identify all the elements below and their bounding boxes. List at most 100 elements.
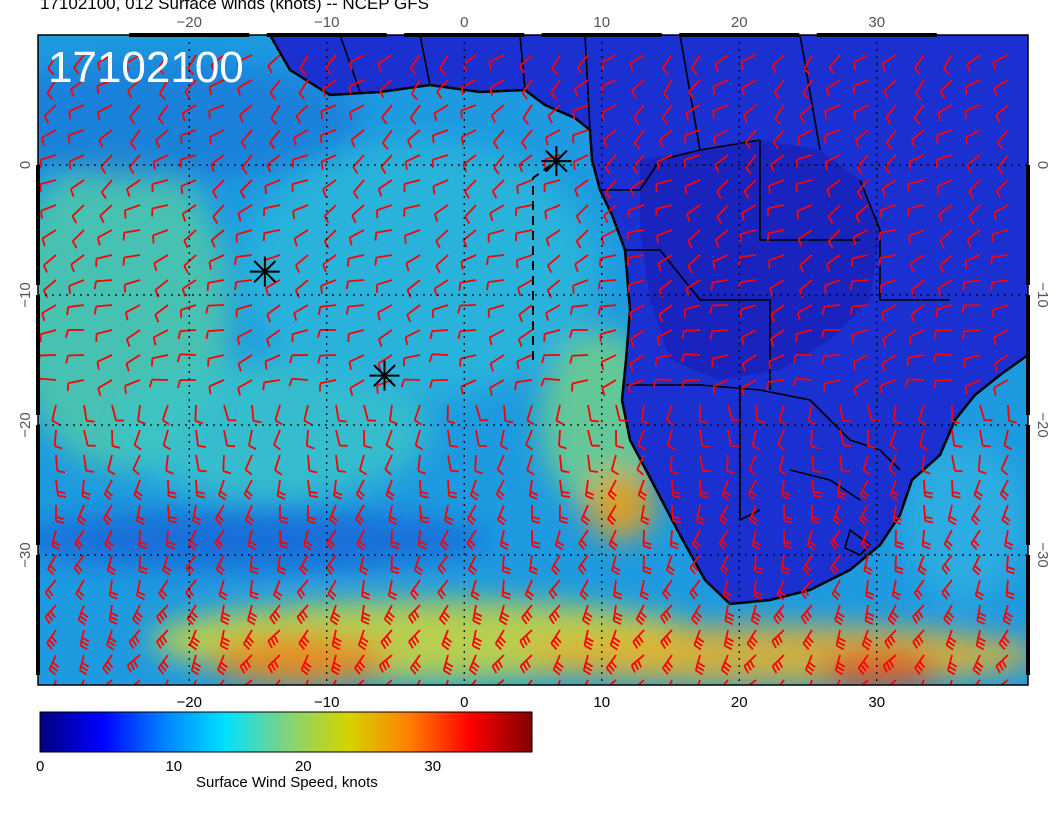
wind-barb xyxy=(933,379,953,389)
wind-barb xyxy=(547,104,561,124)
wind-barb xyxy=(912,604,925,624)
wind-barb xyxy=(683,154,701,168)
wind-barb xyxy=(125,179,141,197)
wind-barb xyxy=(689,579,701,600)
wind-barb xyxy=(486,279,505,291)
wind-barb xyxy=(124,379,141,394)
wind-barb xyxy=(626,254,645,266)
wind-barb xyxy=(335,404,347,423)
wind-barb xyxy=(839,454,850,473)
wind-barb xyxy=(964,104,981,119)
wind-barb xyxy=(712,254,729,270)
wind-barb xyxy=(44,604,57,625)
wind-barb xyxy=(489,354,505,372)
wind-barb xyxy=(305,679,309,685)
wind-barb xyxy=(335,429,348,447)
wind-barb xyxy=(39,154,57,168)
wind-barb xyxy=(712,79,729,95)
wind-barb xyxy=(799,254,813,274)
wind-barb xyxy=(993,329,1009,346)
lon-tick-label-top: −10 xyxy=(314,14,339,31)
wind-barb xyxy=(293,229,309,247)
wind-barb xyxy=(720,654,732,676)
wind-barb xyxy=(152,229,169,244)
wind-barb xyxy=(470,679,477,685)
wind-barb xyxy=(970,504,981,526)
lat-tick-label-left: −10 xyxy=(17,282,34,307)
wind-barb xyxy=(1003,429,1012,451)
wind-barb xyxy=(865,579,875,600)
wind-barb xyxy=(797,229,813,247)
wind-barb xyxy=(773,79,785,100)
wind-barb xyxy=(125,354,141,372)
map-title: 17102100, 012 Surface winds (knots) -- N… xyxy=(40,0,429,13)
wind-barb xyxy=(748,454,757,476)
lat-tick-label-right: 0 xyxy=(1034,161,1051,169)
wind-barb xyxy=(802,554,813,576)
wind-barb xyxy=(46,629,58,650)
wind-barb xyxy=(852,229,869,246)
wind-barb xyxy=(515,254,533,269)
wind-barb xyxy=(751,529,762,551)
wind-barb xyxy=(486,254,505,265)
wind-barb xyxy=(326,529,337,550)
wind-barb xyxy=(195,429,207,448)
wind-barb xyxy=(377,179,393,197)
wind-barb xyxy=(962,279,981,291)
wind-barb xyxy=(943,604,955,626)
wind-barb xyxy=(333,479,343,500)
wind-barb xyxy=(909,254,925,272)
wind-barb xyxy=(212,204,225,224)
wind-barb xyxy=(133,429,142,451)
wind-barb xyxy=(669,529,679,550)
wind-barb xyxy=(65,354,85,364)
lat-tick-label-right: −20 xyxy=(1034,412,1051,437)
wind-barb xyxy=(992,54,1009,70)
wind-barb xyxy=(97,229,113,246)
wind-barb xyxy=(53,679,57,685)
wind-barb xyxy=(132,604,144,626)
wind-barb xyxy=(321,79,337,97)
wind-barb xyxy=(345,279,365,290)
wind-barb xyxy=(377,329,393,347)
wind-barb xyxy=(235,304,253,318)
wind-barb xyxy=(878,254,897,266)
wind-barb xyxy=(190,654,202,676)
wind-barb xyxy=(345,304,365,315)
wind-barb xyxy=(615,429,625,449)
wind-barb xyxy=(299,554,309,576)
wind-barb xyxy=(804,654,816,676)
wind-barb xyxy=(861,629,873,651)
wind-barb xyxy=(487,229,505,243)
wind-barb xyxy=(613,579,623,600)
wind-barb xyxy=(597,304,617,315)
wind-barb xyxy=(546,279,561,298)
wind-barb xyxy=(138,529,148,550)
wind-barb xyxy=(691,529,701,551)
wind-barb xyxy=(689,554,701,575)
wind-barb xyxy=(602,129,617,148)
wind-barb xyxy=(351,204,365,224)
wind-barb xyxy=(966,54,981,73)
wind-barb xyxy=(781,479,791,500)
wind-barb xyxy=(973,479,983,501)
wind-barb xyxy=(974,679,981,685)
wind-barb xyxy=(587,404,599,423)
wind-barb xyxy=(239,179,253,199)
wind-barb xyxy=(681,329,701,339)
wind-barb xyxy=(709,329,729,340)
wind-barb xyxy=(970,529,981,550)
wind-barb xyxy=(205,329,225,340)
wind-barb xyxy=(419,504,430,524)
wind-barb xyxy=(77,604,89,626)
wind-barb xyxy=(406,304,421,323)
wind-barb xyxy=(828,54,841,75)
wind-barb xyxy=(910,304,925,323)
wind-barb xyxy=(177,329,197,340)
wind-barb xyxy=(608,679,617,685)
wind-barb xyxy=(185,579,197,600)
wind-barb xyxy=(352,179,365,200)
wind-barb xyxy=(237,79,253,96)
wind-barb xyxy=(612,604,623,625)
wind-barb xyxy=(657,254,673,272)
